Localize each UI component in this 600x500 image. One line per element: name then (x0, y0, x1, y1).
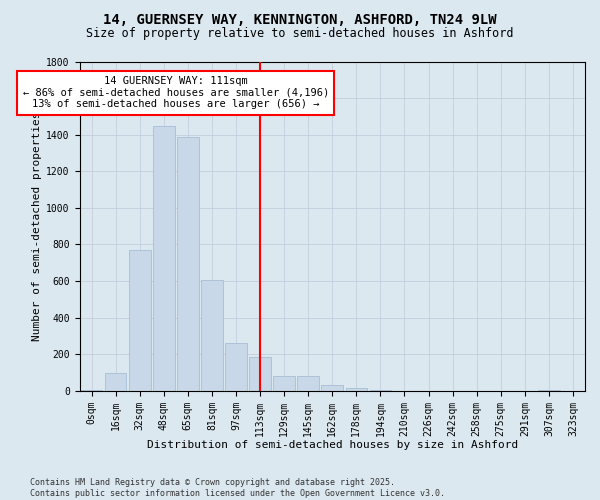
Bar (177, 136, 199, 391)
Bar (201, 280, 223, 391)
Y-axis label: Number of semi-detached properties: Number of semi-detached properties (32, 112, 42, 341)
Text: Size of property relative to semi-detached houses in Ashford: Size of property relative to semi-detach… (86, 28, 514, 40)
Bar (298, 376, 319, 391)
Bar (346, 388, 367, 391)
Text: 14 GUERNSEY WAY: 111sqm
← 86% of semi-detached houses are smaller (4,196)
13% of: 14 GUERNSEY WAY: 111sqm ← 86% of semi-de… (23, 76, 329, 110)
Bar (249, 357, 271, 391)
Bar (538, 390, 560, 391)
Bar (322, 386, 343, 391)
Bar (105, 372, 127, 391)
Bar (153, 126, 175, 391)
Text: 14, GUERNSEY WAY, KENNINGTON, ASHFORD, TN24 9LW: 14, GUERNSEY WAY, KENNINGTON, ASHFORD, T… (103, 12, 497, 26)
Bar (81, 390, 103, 391)
Bar (370, 390, 391, 391)
Bar (274, 376, 295, 391)
X-axis label: Distribution of semi-detached houses by size in Ashford: Distribution of semi-detached houses by … (146, 440, 518, 450)
Bar (129, 250, 151, 391)
Text: Contains HM Land Registry data © Crown copyright and database right 2025.
Contai: Contains HM Land Registry data © Crown c… (30, 478, 445, 498)
Bar (225, 344, 247, 391)
